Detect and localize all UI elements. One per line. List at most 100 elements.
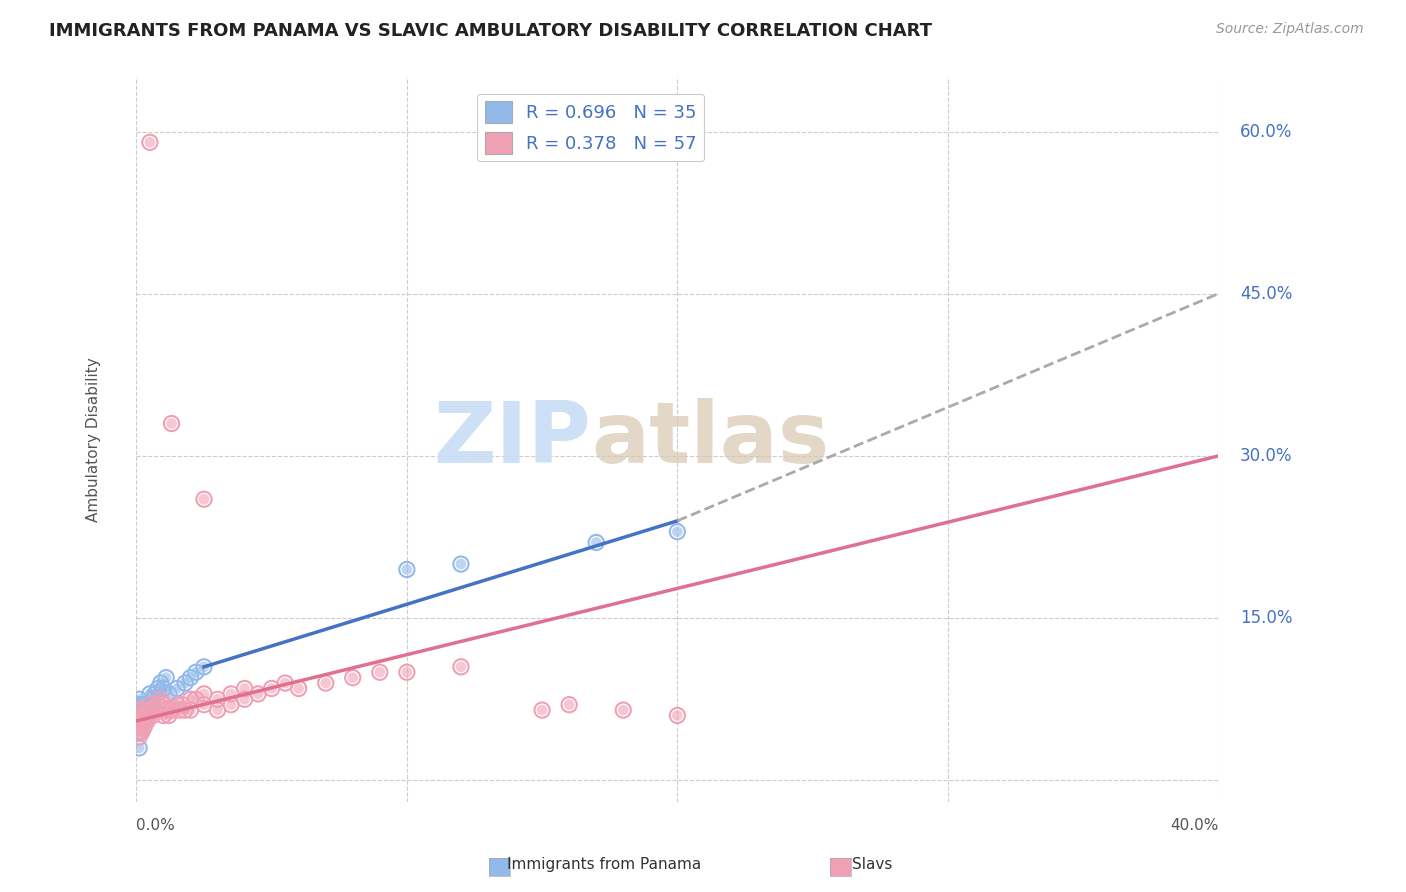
Point — [131, 724, 153, 739]
Point — [139, 136, 162, 150]
Point — [531, 703, 554, 717]
Point — [131, 719, 153, 733]
Point — [174, 703, 197, 717]
Point — [207, 692, 229, 706]
Point — [139, 687, 162, 701]
Point — [174, 703, 197, 717]
Point — [139, 698, 162, 712]
Point — [128, 730, 150, 744]
Point — [247, 687, 270, 701]
Point — [450, 557, 472, 571]
Text: Source: ZipAtlas.com: Source: ZipAtlas.com — [1216, 22, 1364, 37]
Point — [136, 703, 159, 717]
Point — [219, 698, 242, 712]
Point — [219, 687, 242, 701]
Point — [149, 676, 172, 690]
Point — [131, 708, 153, 723]
Point — [193, 492, 215, 507]
Point — [219, 698, 242, 712]
Point — [128, 708, 150, 723]
Point — [131, 703, 153, 717]
Point — [666, 708, 689, 723]
Point — [585, 535, 607, 549]
Point — [368, 665, 391, 680]
Text: IMMIGRANTS FROM PANAMA VS SLAVIC AMBULATORY DISABILITY CORRELATION CHART: IMMIGRANTS FROM PANAMA VS SLAVIC AMBULAT… — [49, 22, 932, 40]
Point — [260, 681, 283, 696]
Point — [146, 698, 169, 712]
Point — [666, 708, 689, 723]
Point — [143, 703, 166, 717]
Point — [207, 692, 229, 706]
Point — [143, 687, 166, 701]
Point — [128, 714, 150, 728]
Point — [131, 714, 153, 728]
Point — [136, 703, 159, 717]
Point — [128, 741, 150, 756]
Point — [149, 692, 172, 706]
Point — [139, 698, 162, 712]
Point — [134, 703, 156, 717]
Point — [128, 724, 150, 739]
Point — [179, 671, 201, 685]
Point — [233, 692, 256, 706]
Point — [131, 698, 153, 712]
Point — [131, 714, 153, 728]
Text: 60.0%: 60.0% — [1240, 122, 1292, 141]
Point — [142, 692, 165, 706]
Point — [139, 703, 162, 717]
Point — [128, 708, 150, 723]
Text: Ambulatory Disability: Ambulatory Disability — [86, 358, 101, 522]
Point — [166, 698, 188, 712]
Point — [247, 687, 270, 701]
Point — [134, 714, 156, 728]
Point — [193, 660, 215, 674]
Point — [134, 719, 156, 733]
Point — [136, 714, 159, 728]
Point — [155, 703, 177, 717]
Point — [274, 676, 297, 690]
Point — [128, 708, 150, 723]
Point — [233, 681, 256, 696]
Point — [128, 741, 150, 756]
Point — [184, 665, 207, 680]
Point — [131, 708, 153, 723]
Point — [166, 681, 188, 696]
Point — [315, 676, 337, 690]
Point — [128, 703, 150, 717]
Point — [139, 687, 162, 701]
Point — [172, 698, 194, 712]
Point — [193, 687, 215, 701]
Point — [143, 687, 166, 701]
Point — [131, 724, 153, 739]
Point — [128, 708, 150, 723]
Point — [142, 708, 165, 723]
Point — [395, 562, 418, 576]
Point — [128, 698, 150, 712]
Point — [131, 714, 153, 728]
Point — [146, 698, 169, 712]
Point — [128, 724, 150, 739]
Point — [342, 671, 364, 685]
Point — [193, 687, 215, 701]
Point — [160, 417, 183, 431]
Point — [128, 714, 150, 728]
Point — [128, 703, 150, 717]
Point — [207, 703, 229, 717]
Text: 15.0%: 15.0% — [1240, 609, 1292, 627]
Point — [450, 660, 472, 674]
Point — [207, 703, 229, 717]
Point — [450, 660, 472, 674]
Point — [585, 535, 607, 549]
Point — [172, 698, 194, 712]
Point — [219, 687, 242, 701]
Point — [395, 562, 418, 576]
Point — [149, 692, 172, 706]
Point — [139, 698, 162, 712]
Point — [184, 665, 207, 680]
Point — [146, 681, 169, 696]
Legend: R = 0.696   N = 35, R = 0.378   N = 57: R = 0.696 N = 35, R = 0.378 N = 57 — [478, 94, 704, 161]
Point — [193, 698, 215, 712]
Point — [179, 692, 201, 706]
Point — [146, 681, 169, 696]
Point — [287, 681, 309, 696]
